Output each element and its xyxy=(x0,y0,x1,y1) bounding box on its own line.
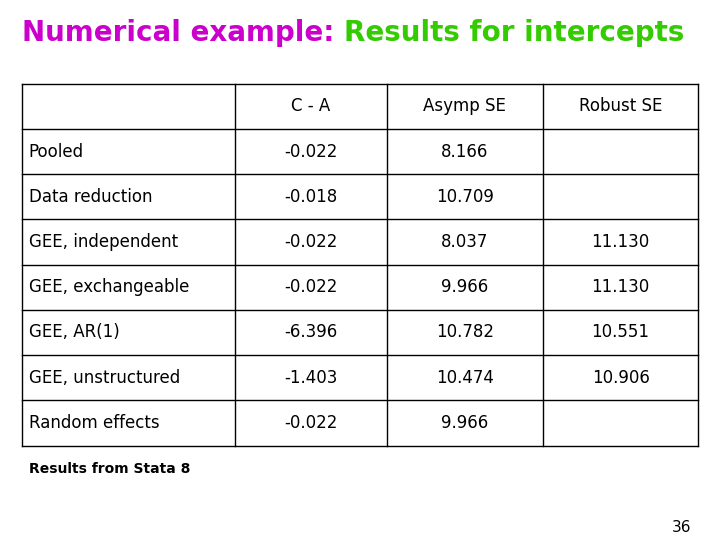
Text: -0.022: -0.022 xyxy=(284,414,338,432)
Text: -0.022: -0.022 xyxy=(284,233,338,251)
Text: GEE, exchangeable: GEE, exchangeable xyxy=(29,278,189,296)
Text: 8.037: 8.037 xyxy=(441,233,489,251)
Text: 10.709: 10.709 xyxy=(436,188,494,206)
Text: GEE, independent: GEE, independent xyxy=(29,233,178,251)
Text: 9.966: 9.966 xyxy=(441,278,489,296)
Text: 10.474: 10.474 xyxy=(436,369,494,387)
Text: Data reduction: Data reduction xyxy=(29,188,153,206)
Text: 11.130: 11.130 xyxy=(591,278,649,296)
Text: 9.966: 9.966 xyxy=(441,414,489,432)
Text: Pooled: Pooled xyxy=(29,143,84,160)
Text: Random effects: Random effects xyxy=(29,414,159,432)
Text: 8.166: 8.166 xyxy=(441,143,489,160)
Text: Asymp SE: Asymp SE xyxy=(423,97,506,116)
Text: 10.551: 10.551 xyxy=(592,323,649,341)
Text: GEE, unstructured: GEE, unstructured xyxy=(29,369,180,387)
Text: Robust SE: Robust SE xyxy=(579,97,662,116)
Text: Results for intercepts: Results for intercepts xyxy=(343,19,684,47)
Text: 36: 36 xyxy=(672,519,691,535)
Text: 10.906: 10.906 xyxy=(592,369,649,387)
Text: -6.396: -6.396 xyxy=(284,323,338,341)
Text: Numerical example:: Numerical example: xyxy=(22,19,343,47)
Text: C - A: C - A xyxy=(292,97,330,116)
Text: Results from Stata 8: Results from Stata 8 xyxy=(29,462,190,476)
Text: 11.130: 11.130 xyxy=(591,233,649,251)
Text: -0.022: -0.022 xyxy=(284,278,338,296)
Text: 10.782: 10.782 xyxy=(436,323,494,341)
Text: -0.022: -0.022 xyxy=(284,143,338,160)
Text: -0.018: -0.018 xyxy=(284,188,338,206)
Text: GEE, AR(1): GEE, AR(1) xyxy=(29,323,120,341)
Text: -1.403: -1.403 xyxy=(284,369,338,387)
